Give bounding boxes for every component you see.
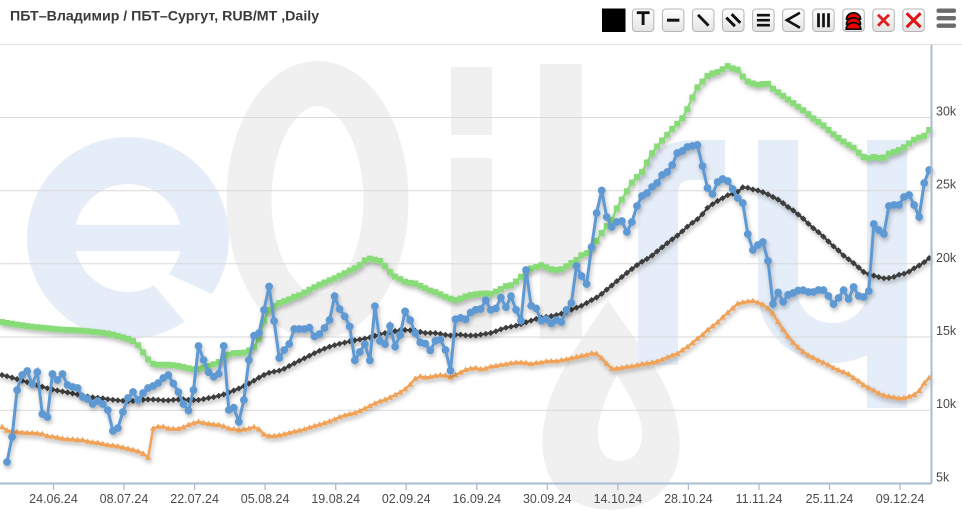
svg-text:5k: 5k [936, 470, 950, 484]
svg-text:10k: 10k [936, 397, 957, 411]
svg-text:25.11.24: 25.11.24 [806, 492, 854, 506]
svg-text:09.12.24: 09.12.24 [876, 492, 925, 506]
svg-text:ПБТ–Владимир / ПБТ–Сургут, RUB: ПБТ–Владимир / ПБТ–Сургут, RUB/МТ ,Daily [10, 9, 319, 25]
svg-text:19.08.24: 19.08.24 [311, 492, 360, 506]
svg-text:02.09.24: 02.09.24 [382, 492, 431, 506]
svg-text:08.07.24: 08.07.24 [100, 492, 149, 506]
svg-text:14.10.24: 14.10.24 [594, 492, 643, 506]
svg-text:30.09.24: 30.09.24 [523, 492, 572, 506]
svg-text:20k: 20k [936, 251, 957, 265]
svg-text:28.10.24: 28.10.24 [664, 492, 713, 506]
svg-text:24.06.24: 24.06.24 [29, 492, 78, 506]
svg-text:30k: 30k [936, 105, 957, 119]
svg-text:05.08.24: 05.08.24 [241, 492, 290, 506]
svg-text:11.11.24: 11.11.24 [736, 492, 783, 506]
svg-text:16.09.24: 16.09.24 [452, 492, 501, 506]
svg-text:22.07.24: 22.07.24 [170, 492, 219, 506]
svg-text:25k: 25k [936, 178, 957, 192]
svg-text:15k: 15k [936, 324, 957, 338]
